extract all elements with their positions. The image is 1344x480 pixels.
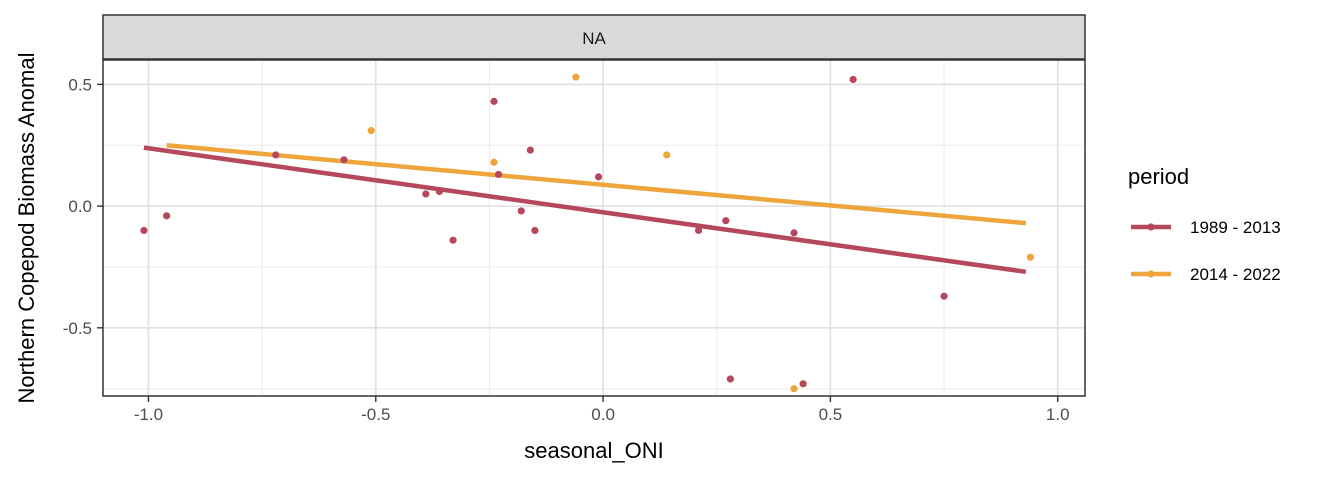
y-axis-ticks: -0.5 0.0 0.5 bbox=[63, 75, 103, 338]
data-point bbox=[449, 236, 457, 244]
data-point bbox=[367, 127, 375, 135]
legend-label: 2014 - 2022 bbox=[1190, 265, 1281, 284]
data-point bbox=[790, 229, 798, 237]
data-point bbox=[790, 385, 798, 393]
facet-label: NA bbox=[582, 29, 606, 48]
data-point bbox=[140, 226, 148, 235]
x-axis-ticks: -1.0 -0.5 0.0 0.5 1.0 bbox=[134, 396, 1070, 424]
data-point bbox=[694, 226, 703, 235]
x-tick-label: -0.5 bbox=[361, 405, 390, 424]
y-axis-title: Northern Copepod Biomass Anomal bbox=[14, 53, 39, 404]
legend-title: period bbox=[1128, 164, 1189, 189]
y-tick-label: 0.0 bbox=[68, 197, 92, 216]
data-point bbox=[422, 190, 430, 198]
data-point bbox=[272, 151, 280, 159]
grid-lines bbox=[103, 60, 1085, 396]
data-point bbox=[722, 217, 730, 225]
x-tick-label: 0.5 bbox=[819, 405, 843, 424]
legend-label: 1989 - 2013 bbox=[1190, 218, 1281, 237]
data-point bbox=[490, 158, 498, 166]
data-point bbox=[531, 226, 539, 235]
data-point bbox=[526, 146, 534, 154]
data-point bbox=[799, 380, 807, 388]
data-point bbox=[663, 151, 671, 159]
data-point bbox=[940, 292, 948, 300]
data-point bbox=[517, 207, 525, 215]
data-point bbox=[594, 173, 603, 181]
data-point bbox=[163, 212, 171, 220]
x-tick-label: 1.0 bbox=[1046, 405, 1070, 424]
data-points bbox=[140, 73, 1035, 393]
y-tick-label: -0.5 bbox=[63, 319, 92, 338]
data-point bbox=[435, 187, 444, 196]
data-point bbox=[1026, 253, 1035, 261]
fit-line bbox=[143, 145, 1027, 275]
x-tick-label: 0.0 bbox=[591, 405, 615, 424]
plot-panel bbox=[103, 60, 1085, 396]
fit-line bbox=[166, 142, 1027, 226]
x-axis-title: seasonal_ONI bbox=[524, 438, 663, 463]
legend: period 1989 - 2013 2014 - 2022 bbox=[1128, 164, 1281, 284]
data-point bbox=[572, 73, 580, 81]
fit-lines bbox=[143, 142, 1027, 275]
plot-border bbox=[102, 59, 1086, 397]
facet-strip bbox=[102, 14, 1086, 60]
legend-key-point bbox=[1147, 270, 1155, 278]
data-point bbox=[849, 75, 857, 84]
data-point bbox=[494, 170, 503, 179]
x-tick-label: -1.0 bbox=[134, 405, 163, 424]
legend-key-point bbox=[1147, 223, 1155, 231]
y-tick-label: 0.5 bbox=[68, 75, 92, 94]
data-point bbox=[726, 375, 734, 383]
data-point bbox=[490, 97, 498, 105]
data-point bbox=[340, 156, 348, 164]
